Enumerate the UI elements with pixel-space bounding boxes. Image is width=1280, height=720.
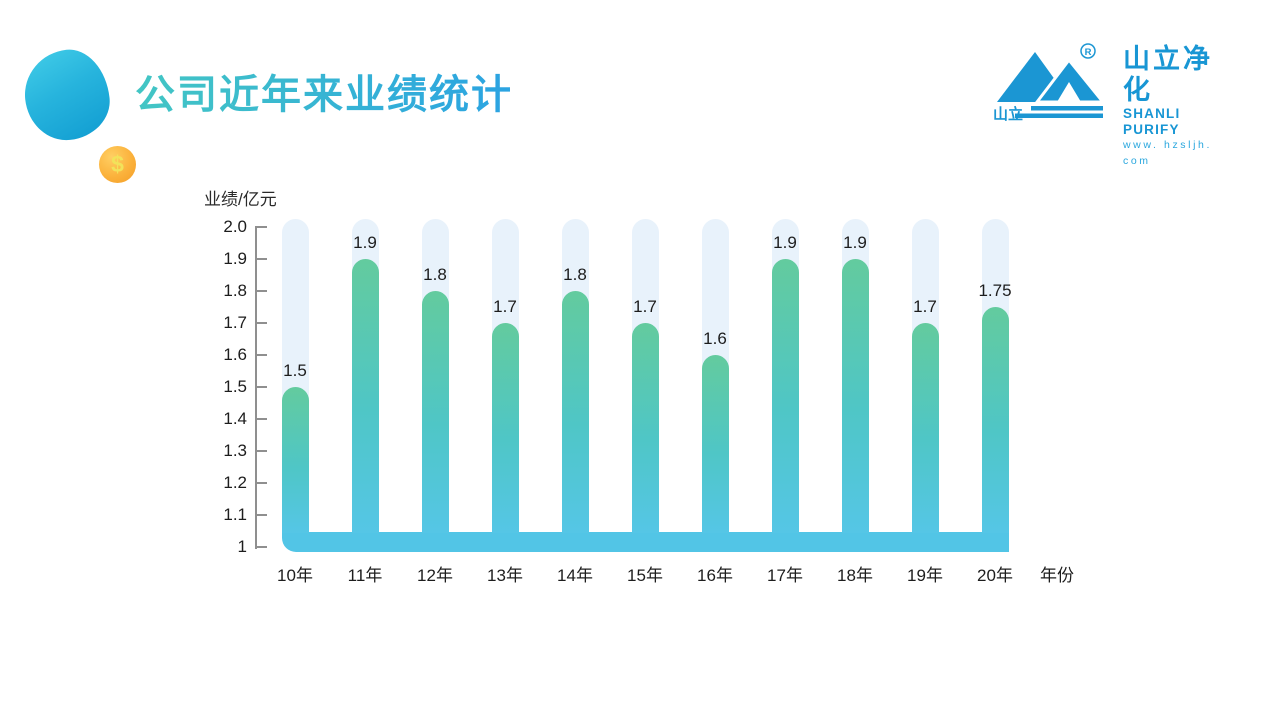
y-tick xyxy=(255,354,267,356)
svg-text:山立: 山立 xyxy=(993,105,1023,123)
bar xyxy=(701,355,729,533)
bar-value-label: 1.9 xyxy=(773,233,797,252)
y-tick-label: 1.6 xyxy=(223,345,247,364)
bar-value-label: 1.9 xyxy=(353,233,377,252)
y-tick xyxy=(255,322,267,324)
x-category-label: 10年 xyxy=(277,566,313,585)
bar xyxy=(771,259,799,533)
logo-website: www. hzsljh. com xyxy=(1123,139,1212,168)
bar-value-label: 1.7 xyxy=(633,297,657,316)
bar xyxy=(421,291,449,533)
dollar-symbol: $ xyxy=(111,151,124,177)
baseline-band xyxy=(281,532,1009,552)
bar-value-label: 1.6 xyxy=(703,329,727,348)
y-tick xyxy=(255,514,267,516)
mountain-logo-icon: 山立 R xyxy=(993,43,1107,123)
bar-value-label: 1.8 xyxy=(423,265,447,284)
y-tick xyxy=(255,418,267,420)
bar-value-label: 1.7 xyxy=(913,297,937,316)
page-title: 公司近年来业绩统计 xyxy=(135,62,513,120)
x-category-label: 20年 xyxy=(977,566,1013,585)
x-category-label: 15年 xyxy=(627,566,663,585)
bar xyxy=(981,307,1009,533)
y-tick-label: 1.2 xyxy=(223,473,247,492)
logo-text-block: 山立净化 SHANLI PURIFY www. hzsljh. com xyxy=(1123,44,1235,170)
bar-value-label: 1.9 xyxy=(843,233,867,252)
y-axis-line xyxy=(255,227,257,549)
x-category-label: 19年 xyxy=(907,566,943,585)
y-tick xyxy=(255,482,267,484)
y-tick-label: 1.7 xyxy=(223,313,247,332)
x-category-label: 13年 xyxy=(487,566,523,585)
bar xyxy=(561,291,589,533)
y-tick-label: 2.0 xyxy=(223,217,247,236)
y-tick xyxy=(255,450,267,452)
registered-mark: R xyxy=(1085,47,1092,58)
y-tick-label: 1.8 xyxy=(223,281,247,300)
y-tick xyxy=(255,386,267,388)
x-category-label: 17年 xyxy=(767,566,803,585)
y-axis-title: 业绩/亿元 xyxy=(204,190,277,209)
y-tick-label: 1.9 xyxy=(223,249,247,268)
y-tick-label: 1.4 xyxy=(223,409,247,428)
bar-value-label: 1.8 xyxy=(563,265,587,284)
dollar-coin-icon: $ xyxy=(99,146,136,183)
x-category-label: 18年 xyxy=(837,566,873,585)
y-tick-label: 1 xyxy=(237,537,247,556)
bar xyxy=(281,387,309,533)
bar-value-label: 1.7 xyxy=(493,297,517,316)
bar-value-label: 1.5 xyxy=(283,361,307,380)
y-tick xyxy=(255,258,267,260)
y-tick xyxy=(255,290,267,292)
y-tick-label: 1.3 xyxy=(223,441,247,460)
x-axis-title: 年份 xyxy=(1040,566,1074,585)
bar-value-label: 1.75 xyxy=(978,281,1012,300)
y-tick-label: 1.5 xyxy=(223,377,247,396)
bar xyxy=(631,323,659,533)
bar xyxy=(911,323,939,533)
bar xyxy=(491,323,519,533)
bar xyxy=(351,259,379,533)
y-tick-label: 1.1 xyxy=(223,505,247,524)
x-category-label: 16年 xyxy=(697,566,733,585)
x-category-label: 11年 xyxy=(347,566,383,585)
y-tick xyxy=(255,226,267,228)
y-tick xyxy=(255,546,267,548)
bar xyxy=(841,259,869,533)
logo-name-cn: 山立净化 xyxy=(1123,44,1213,106)
company-logo: 山立 R 山立净化 SHANLI PURIFY www. hzsljh. com xyxy=(985,40,1235,167)
x-category-label: 12年 xyxy=(417,566,453,585)
x-category-label: 14年 xyxy=(557,566,593,585)
logo-name-en: SHANLI PURIFY xyxy=(1123,106,1181,138)
